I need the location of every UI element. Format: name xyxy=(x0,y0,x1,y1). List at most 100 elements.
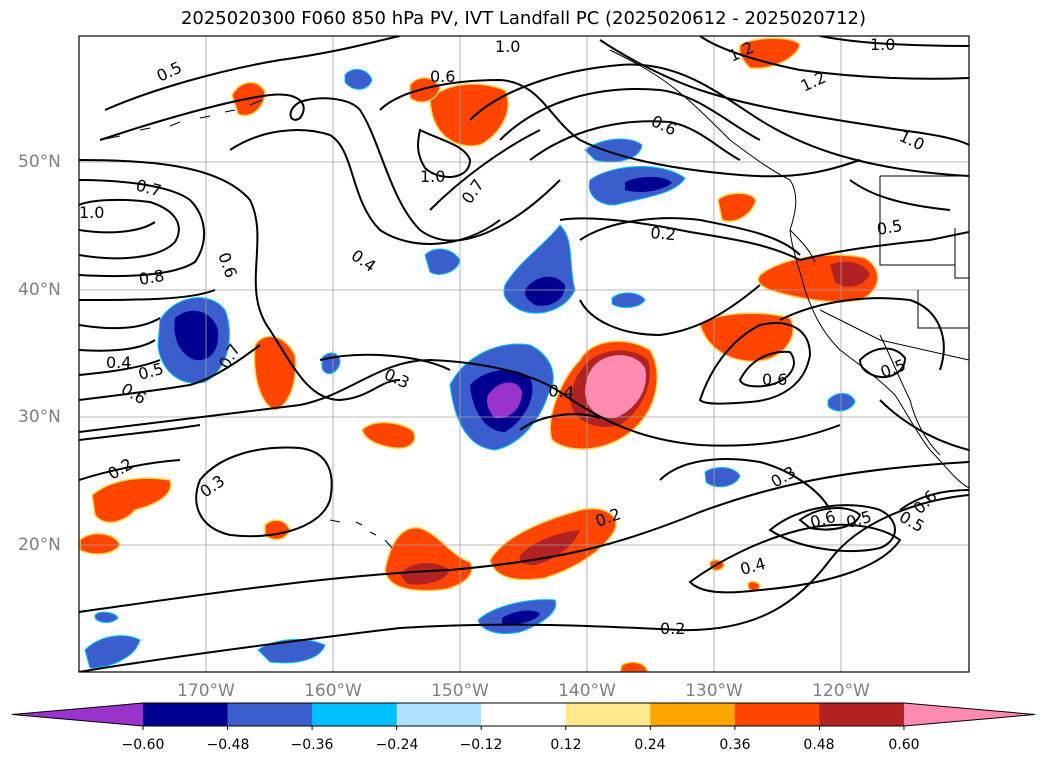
colorbar-extend-high xyxy=(903,703,1035,726)
lon-label: 160°W xyxy=(304,681,362,701)
contour-label: 0.4 xyxy=(348,246,380,276)
colorbar-segment xyxy=(734,703,820,726)
pv-positive-blob xyxy=(264,519,291,541)
contour-line xyxy=(379,78,861,178)
contour-line xyxy=(579,217,801,256)
pv-positive-core xyxy=(830,261,870,287)
pv-positive-peak xyxy=(585,355,646,419)
colorbar-tick-label: 0.36 xyxy=(719,737,751,753)
pv-positive-blob xyxy=(79,533,121,555)
contour-line xyxy=(79,221,156,234)
lon-label: 130°W xyxy=(685,681,743,701)
contour-line xyxy=(319,353,451,371)
contour-line xyxy=(79,198,180,260)
colorbar-segment xyxy=(565,703,651,726)
colorbar-segment xyxy=(312,703,398,726)
contour-line xyxy=(229,129,501,245)
contour-line xyxy=(79,289,216,301)
pv-negative-core xyxy=(502,610,540,625)
colorbar-tick-label: 0.12 xyxy=(550,737,582,753)
contour-label: 0.6 xyxy=(430,67,455,86)
contour-label: 0.4 xyxy=(106,353,131,372)
contour-line xyxy=(79,344,261,401)
contour-label: 0.2 xyxy=(650,223,677,244)
contour-line xyxy=(559,217,801,261)
contour-line xyxy=(738,350,795,388)
contour-line xyxy=(79,159,401,402)
contour-line xyxy=(798,507,862,531)
contour-line xyxy=(195,446,333,538)
contour-line xyxy=(688,523,902,594)
contour-label: 1.2 xyxy=(798,68,829,96)
map-title: 2025020300 F060 850 hPa PV, IVT Landfall… xyxy=(180,8,867,29)
pv-positive-blob xyxy=(409,77,441,103)
contour-label: 0.5 xyxy=(878,355,908,382)
contour-line xyxy=(79,317,161,330)
colorbar-segment xyxy=(227,703,313,726)
contour-label: 1.0 xyxy=(420,167,445,186)
contour-label: 1.0 xyxy=(495,37,520,56)
pv-positive-core xyxy=(519,530,580,566)
ivt-contours xyxy=(79,36,969,672)
colorbar-segment xyxy=(650,703,736,726)
contour-line xyxy=(698,322,812,405)
pv-negative-blob xyxy=(94,611,119,623)
colorbar-extend-low xyxy=(12,703,143,726)
contour-label: 0.6 xyxy=(762,370,787,389)
contour-label: 0.3 xyxy=(196,471,228,501)
contour-label: 0.5 xyxy=(875,216,903,239)
pv-negative-blob xyxy=(827,393,856,412)
contour-label: 0.6 xyxy=(118,379,150,408)
map-frame xyxy=(78,35,970,673)
contour-line xyxy=(469,63,969,177)
pv-positive-core xyxy=(400,563,450,585)
contour-line xyxy=(104,36,401,111)
contour-line xyxy=(699,36,969,80)
pv-positive-blob xyxy=(253,335,297,411)
pv-negative-blob xyxy=(84,635,141,669)
pv-negative-core xyxy=(625,176,672,192)
contour-line xyxy=(79,461,969,613)
colorbar xyxy=(11,702,1036,730)
contour-label: 0.5 xyxy=(154,58,185,86)
colorbar-tick-label: −0.12 xyxy=(459,737,503,753)
pv-positive-blob xyxy=(747,580,761,592)
pv-positive-blob xyxy=(717,192,757,222)
colorbar-tick-label: 0.48 xyxy=(803,737,835,753)
contour-label: 0.6 xyxy=(808,507,838,532)
pv-negative-peak xyxy=(487,382,522,419)
contour-line xyxy=(99,93,561,242)
contour-line xyxy=(417,128,472,179)
pv-negative-blob xyxy=(344,68,373,90)
lon-label: 150°W xyxy=(431,681,489,701)
contour-line xyxy=(858,347,907,378)
lon-label: 140°W xyxy=(558,681,616,701)
contour-line xyxy=(79,179,206,278)
contour-label: 0.6 xyxy=(214,250,241,280)
colorbar-tick-label: −0.60 xyxy=(121,737,165,753)
pv-negative-core xyxy=(174,310,219,361)
contour-label: 0.4 xyxy=(548,381,575,402)
contour-line xyxy=(579,284,761,337)
colorbar-segment xyxy=(481,703,567,726)
pv-negative-core xyxy=(524,276,565,306)
contour-label: 1.0 xyxy=(870,35,895,54)
contour-line xyxy=(79,358,841,447)
colorbar-tick-label: 0.24 xyxy=(634,737,666,753)
contour-label: 0.6 xyxy=(648,111,679,139)
colorbar-tick-label: −0.36 xyxy=(290,737,334,753)
contour-line xyxy=(879,399,969,451)
contour-line xyxy=(799,231,969,261)
contour-line xyxy=(79,459,181,481)
contour-line xyxy=(499,88,761,141)
coastlines xyxy=(99,49,969,549)
lat-label: 20°N xyxy=(18,535,61,555)
contour-label: 0.7 xyxy=(134,176,164,201)
lon-label: 170°W xyxy=(177,681,235,701)
lat-label: 40°N xyxy=(18,280,61,300)
contour-line xyxy=(599,39,969,146)
colorbar-tick-label: −0.48 xyxy=(206,737,250,753)
pv-positive-blob xyxy=(619,661,649,672)
contour-line xyxy=(79,494,969,672)
